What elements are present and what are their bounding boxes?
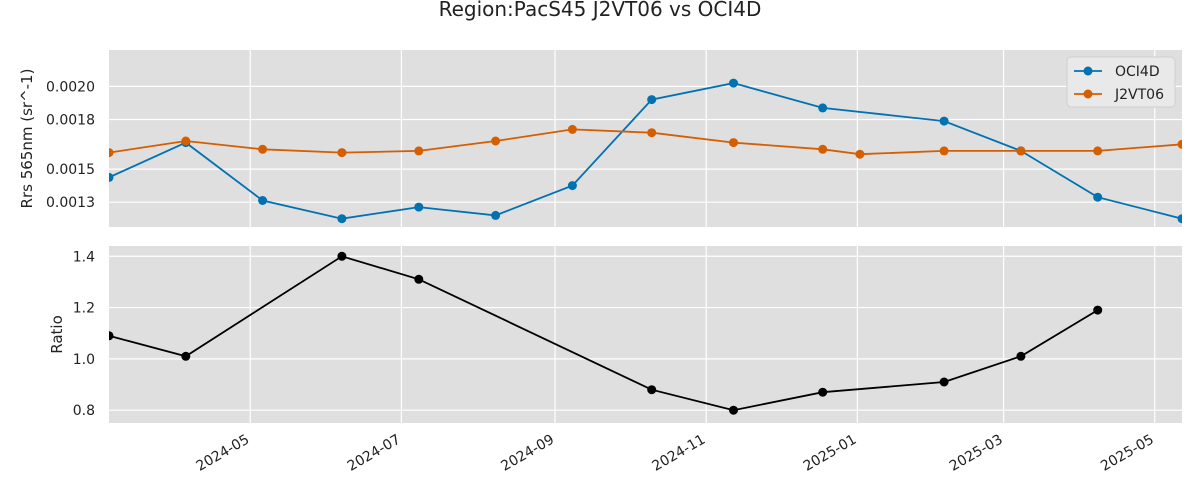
y-tick-label: 0.8 bbox=[73, 403, 95, 419]
x-tick-label: 2025-01 bbox=[801, 432, 860, 475]
data-point bbox=[729, 78, 738, 88]
data-point bbox=[729, 138, 738, 148]
data-point bbox=[647, 95, 657, 105]
x-tick-label: 2025-03 bbox=[947, 432, 1006, 475]
data-point bbox=[1093, 305, 1103, 315]
x-tick-label: 2025-05 bbox=[1098, 432, 1157, 475]
x-tick-label: 2024-09 bbox=[498, 432, 557, 475]
data-point bbox=[1177, 214, 1182, 224]
series-oci4d bbox=[109, 78, 1182, 224]
data-point bbox=[414, 202, 424, 212]
data-point bbox=[181, 351, 191, 361]
data-point bbox=[1093, 192, 1103, 202]
data-point bbox=[181, 136, 191, 146]
data-point bbox=[1093, 146, 1103, 156]
data-point bbox=[567, 124, 577, 134]
series-j2vt06 bbox=[109, 124, 1182, 159]
chart-title: Region:PacS45 J2VT06 vs OCI4D bbox=[439, 0, 762, 21]
data-point bbox=[109, 148, 114, 158]
data-point bbox=[939, 377, 949, 387]
series-ratio bbox=[109, 251, 1103, 415]
data-point bbox=[647, 128, 657, 138]
data-point bbox=[818, 144, 828, 154]
legend-marker bbox=[1083, 89, 1093, 99]
x-tick-label: 2024-07 bbox=[345, 432, 404, 475]
data-point bbox=[258, 196, 268, 205]
data-point bbox=[109, 331, 114, 341]
legend-label: J2VT06 bbox=[1114, 87, 1164, 103]
data-point bbox=[567, 181, 577, 191]
data-point bbox=[491, 136, 501, 146]
legend: OCI4D J2VT06 bbox=[1066, 56, 1176, 108]
x-tick-label: 2024-11 bbox=[650, 432, 709, 475]
y-tick-label: 1.0 bbox=[73, 352, 95, 368]
data-point bbox=[1016, 146, 1026, 156]
legend-marker bbox=[1083, 66, 1093, 76]
series-line bbox=[109, 255, 1099, 412]
data-point bbox=[491, 210, 501, 220]
data-point bbox=[1177, 139, 1182, 149]
data-point bbox=[818, 103, 828, 113]
data-point bbox=[939, 116, 949, 126]
y-tick-label: 1.2 bbox=[73, 301, 95, 317]
data-point bbox=[414, 146, 424, 156]
data-point bbox=[855, 149, 865, 159]
top-panel-background bbox=[109, 50, 1182, 227]
y-axis-label: Rrs 565nm (sr^-1) bbox=[18, 69, 36, 209]
data-point bbox=[258, 144, 268, 154]
data-point bbox=[939, 146, 949, 156]
y-tick-label: 0.0020 bbox=[46, 79, 95, 95]
data-point bbox=[337, 251, 347, 261]
data-point bbox=[647, 385, 657, 395]
legend-label: OCI4D bbox=[1115, 64, 1160, 80]
y-axis-label: Ratio bbox=[48, 315, 66, 354]
data-point bbox=[337, 214, 347, 224]
x-tick-label: 2024-05 bbox=[194, 432, 253, 475]
data-point bbox=[337, 148, 347, 158]
bottom-panel-background bbox=[109, 246, 1182, 423]
y-tick-label: 0.0015 bbox=[46, 162, 95, 178]
data-point bbox=[109, 172, 114, 182]
data-point bbox=[818, 387, 828, 397]
y-tick-label: 0.0018 bbox=[46, 112, 95, 128]
data-point bbox=[1016, 351, 1026, 361]
series-line bbox=[109, 82, 1182, 220]
y-tick-label: 1.4 bbox=[73, 249, 95, 265]
data-point bbox=[414, 274, 424, 284]
y-tick-label: 0.0013 bbox=[46, 195, 95, 211]
data-point bbox=[729, 405, 738, 415]
